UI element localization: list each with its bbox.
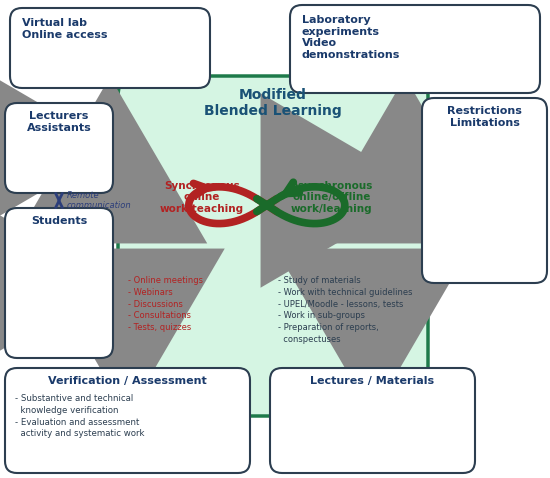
Text: Laboratory
experiments
Video
demonstrations: Laboratory experiments Video demonstrati… xyxy=(302,15,400,60)
Text: Verification / Assessment: Verification / Assessment xyxy=(48,376,207,386)
Text: Restrictions
Limitations: Restrictions Limitations xyxy=(447,106,522,128)
FancyBboxPatch shape xyxy=(118,76,428,416)
FancyBboxPatch shape xyxy=(5,368,250,473)
FancyBboxPatch shape xyxy=(422,98,547,283)
Text: Students: Students xyxy=(31,216,87,226)
FancyBboxPatch shape xyxy=(270,368,475,473)
Text: Remote
communication: Remote communication xyxy=(67,191,131,210)
Text: Lecturers
Assistants: Lecturers Assistants xyxy=(26,111,91,132)
Text: Asynchronous
online/offline
work/learning: Asynchronous online/offline work/learnin… xyxy=(290,181,373,214)
Text: - Online meetings
- Webinars
- Discussions
- Consultations
- Tests, quizzes: - Online meetings - Webinars - Discussio… xyxy=(128,276,203,332)
Text: - Study of materials
- Work with technical guidelines
- UPEL/Moodle - lessons, t: - Study of materials - Work with technic… xyxy=(278,276,412,344)
Text: - Substantive and technical
  knowledge verification
- Evaluation and assessment: - Substantive and technical knowledge ve… xyxy=(15,394,145,438)
FancyBboxPatch shape xyxy=(290,5,540,93)
FancyBboxPatch shape xyxy=(5,103,113,193)
Text: Lectures / Materials: Lectures / Materials xyxy=(310,376,435,386)
Text: Modified
Blended Learning: Modified Blended Learning xyxy=(204,88,342,118)
Text: Synchronous
online
work/teaching: Synchronous online work/teaching xyxy=(160,181,244,214)
FancyBboxPatch shape xyxy=(5,208,113,358)
FancyBboxPatch shape xyxy=(10,8,210,88)
Text: Virtual lab
Online access: Virtual lab Online access xyxy=(22,18,107,40)
